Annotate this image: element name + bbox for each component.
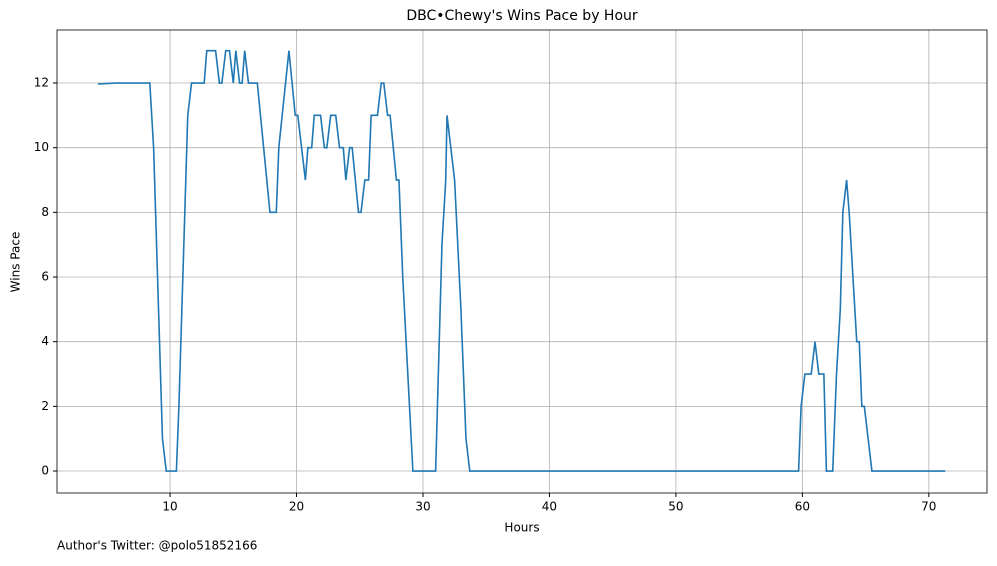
x-tick-label: 50: [668, 500, 683, 514]
y-axis-label: Wins Pace: [9, 232, 23, 293]
footnote: Author's Twitter: @polo51852166: [57, 539, 257, 553]
data-line: [97, 49, 946, 472]
y-tick-label: 12: [34, 76, 49, 90]
y-tick-label: 0: [41, 464, 49, 478]
x-tick-label: 40: [542, 500, 557, 514]
y-tick-label: 6: [41, 270, 49, 284]
chart-title: DBC•Chewy's Wins Pace by Hour: [406, 8, 638, 24]
y-tick-label: 8: [41, 205, 49, 219]
x-tick-label: 10: [162, 500, 177, 514]
plot-frame: [56, 29, 988, 494]
x-tick-label: 70: [921, 500, 936, 514]
y-tick-label: 2: [41, 399, 49, 413]
x-tick-label: 20: [289, 500, 304, 514]
x-axis-label: Hours: [504, 521, 539, 535]
x-tick-label: 30: [415, 500, 430, 514]
y-tick-label: 10: [34, 140, 49, 154]
x-tick-label: 60: [795, 500, 810, 514]
y-tick-label: 4: [41, 334, 49, 348]
